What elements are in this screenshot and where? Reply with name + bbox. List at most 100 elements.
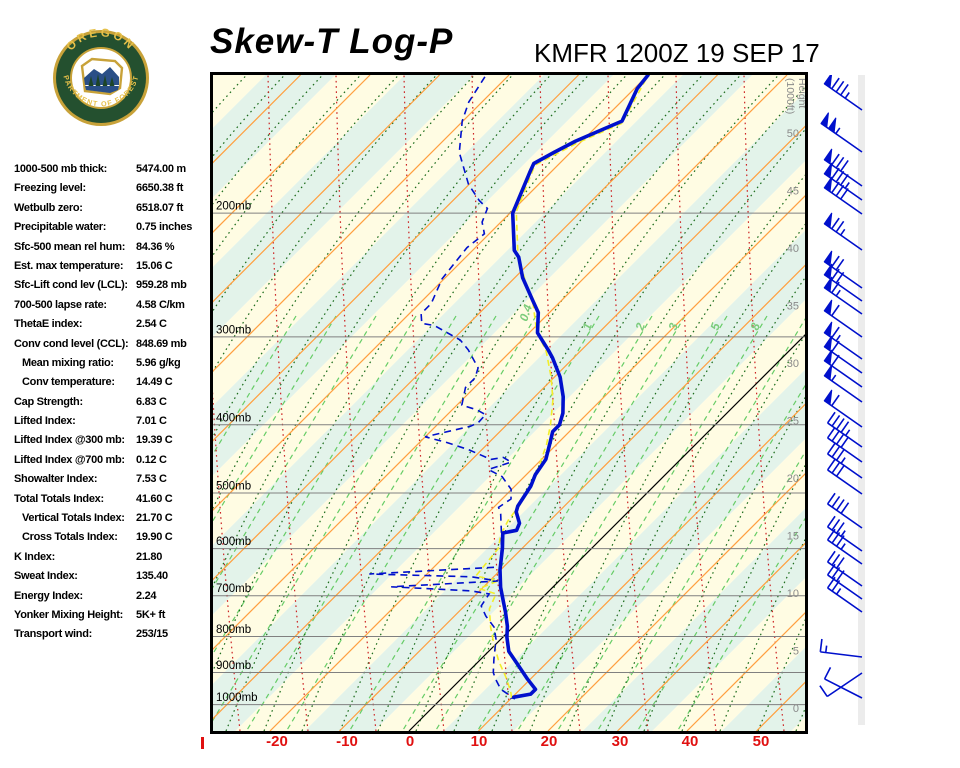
stat-label: Mean mixing ratio:	[22, 356, 114, 369]
stat-value: 253/15	[136, 628, 168, 641]
clipped-axis-label-fragment	[201, 737, 204, 749]
isotherm-line	[213, 75, 579, 442]
stat-label: Est. max temperature:	[14, 259, 124, 272]
stat-label: Sfc-Lift cond lev (LCL):	[14, 279, 128, 292]
dry-adiabat	[605, 334, 805, 731]
dewpoint-trace	[369, 76, 514, 700]
stat-value: 135.40	[136, 570, 168, 583]
stat-row: Sfc-500 mean rel hum: 84.36 %	[14, 241, 216, 260]
stat-row: Conv cond level (CCL): 848.69 mb	[14, 338, 216, 357]
stat-row: 1000-500 mb thick: 5474.00 m	[14, 163, 216, 182]
pressure-label: 600mb	[216, 536, 251, 548]
stat-row: Freezing level: 6650.38 ft	[14, 182, 216, 201]
height-tick-label: 35	[787, 301, 799, 313]
wind-barb	[826, 550, 863, 587]
height-tick-label: 10	[787, 588, 799, 600]
stat-row: Lifted Index @700 mb: 0.12 C	[14, 454, 216, 473]
isotherm-line	[213, 75, 510, 372]
mixing-ratio-line	[401, 315, 653, 731]
pressure-label: 1000mb	[216, 692, 258, 704]
stat-row: Cap Strength: 6.83 C	[14, 396, 216, 415]
barb-reference-line	[858, 75, 865, 725]
dry-adiabat	[213, 75, 552, 588]
logo-trees	[88, 74, 115, 89]
height-tick-label: 20	[787, 473, 799, 485]
isotherm-line	[686, 612, 805, 731]
dry-adiabat	[529, 223, 805, 731]
skewt-chart: 200mb 300mb 400mb 500mb 600mb 700mb 800mb 900mb…	[213, 75, 805, 731]
wind-barb	[826, 492, 863, 529]
height-tick-label: 25	[787, 416, 799, 428]
stat-row: Vertical Totals Index: 21.70 C	[14, 512, 216, 531]
isotherm-band	[652, 578, 805, 731]
dry-adiabat	[719, 538, 805, 731]
stat-value: 5.96 g/kg	[136, 356, 181, 369]
stat-label: Lifted Index @300 mb:	[14, 434, 125, 447]
dry-adiabat	[643, 396, 805, 731]
station-datetime: KMFR 1200Z 19 SEP 17	[534, 38, 820, 68]
wind-barb	[819, 638, 863, 658]
stat-label: Showalter Index:	[14, 473, 98, 486]
wind-barb	[823, 364, 863, 403]
height-tick-label: 30	[787, 358, 799, 370]
isotherm-line	[478, 403, 805, 731]
stat-label: Cross Totals Index:	[22, 531, 118, 544]
stat-label: Sfc-500 mean rel hum:	[14, 240, 126, 253]
mixing-ratio-line	[245, 315, 497, 731]
stat-row: 700-500 lapse rate: 4.58 C/km	[14, 299, 216, 318]
dry-adiabat	[339, 75, 742, 731]
isotherm-line	[213, 125, 805, 720]
stat-value: 0.12 C	[136, 453, 167, 466]
mixing-ratio-line	[213, 315, 417, 655]
stat-value: 4.58 C/km	[136, 298, 185, 311]
stat-row: Precipitable water: 0.75 inches	[14, 221, 216, 240]
height-axis-units: (1000ft)	[784, 78, 796, 114]
sounding-stats-panel: 1000-500 mb thick: 5474.00 m Freezing leve…	[14, 163, 216, 648]
mixing-ratio-line	[636, 451, 805, 731]
pressure-label: 700mb	[216, 583, 251, 595]
temp-axis-label: 40	[681, 733, 699, 750]
height-axis-title: Height	[796, 78, 805, 108]
stat-row: Conv temperature: 14.49 C	[14, 376, 216, 395]
stat-row: Cross Totals Index: 19.90 C	[14, 531, 216, 550]
mixing-ratio-line	[348, 315, 600, 731]
stat-label: Lifted Index:	[14, 415, 76, 428]
stat-value: 15.06 C	[136, 259, 173, 272]
mixing-ratio-label: 1	[580, 321, 595, 332]
mixing-ratio-line	[516, 315, 768, 731]
stat-value: 6.83 C	[136, 395, 167, 408]
wind-barb	[823, 212, 863, 251]
isotherm-line	[213, 75, 649, 511]
mixing-ratio-label: 3	[666, 321, 681, 332]
pressure-label: 900mb	[216, 660, 251, 672]
height-tick-label: 40	[787, 243, 799, 255]
wind-barb	[820, 112, 863, 153]
pressure-label: 500mb	[216, 480, 251, 492]
stat-value: 41.60 C	[136, 492, 173, 505]
wind-barb	[826, 442, 863, 479]
page-title: Skew-T Log-P	[210, 22, 454, 61]
wind-barb	[826, 411, 863, 448]
chart-border	[210, 72, 808, 734]
mixing-ratio-label: 0.4	[517, 302, 536, 323]
logo-oregon-emblem	[80, 57, 124, 96]
stat-value: 84.36 %	[136, 240, 175, 253]
stat-row: Mean mixing ratio: 5.96 g/kg	[14, 357, 216, 376]
dry-adiabat	[491, 174, 805, 731]
temp-axis-label: -20	[266, 733, 288, 750]
stat-label: Cap Strength:	[14, 395, 83, 408]
wind-barb	[823, 299, 863, 338]
stat-row: Energy Index: 2.24	[14, 590, 216, 609]
stat-label: ThetaE index:	[14, 318, 83, 331]
wind-barb	[826, 458, 863, 495]
pressure-label: 300mb	[216, 324, 251, 336]
stat-label: Precipitable water:	[14, 221, 107, 234]
stat-value: 14.49 C	[136, 376, 173, 389]
stat-row: Yonker Mixing Height: 5K+ ft	[14, 609, 216, 628]
stat-value: 21.70 C	[136, 512, 173, 525]
dry-adiabat	[681, 464, 805, 731]
temp-axis-label: 10	[470, 733, 488, 750]
stat-row: Total Totals Index: 41.60 C	[14, 493, 216, 512]
stat-value: 0.75 inches	[136, 221, 193, 234]
